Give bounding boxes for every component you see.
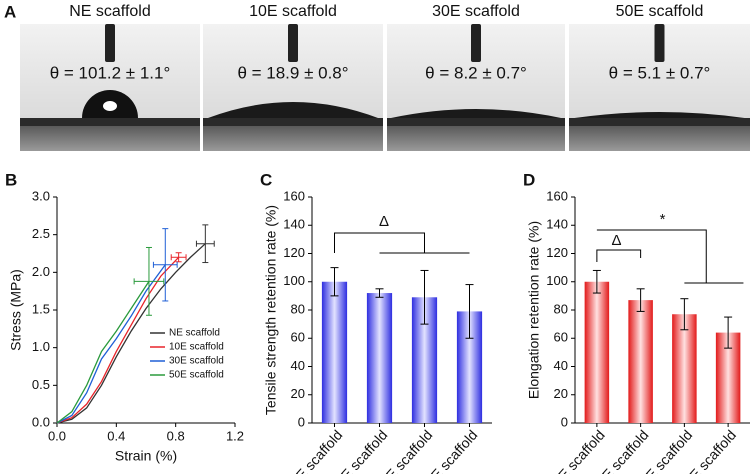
- y-tick-label: 20: [554, 386, 568, 401]
- contact-angle: θ = 5.1 ± 0.7°: [609, 63, 711, 82]
- bracket: [334, 232, 425, 253]
- substrate-base: [569, 126, 750, 151]
- substrate: [20, 118, 200, 126]
- y-tick-label: 120: [546, 245, 568, 260]
- annotation: Δ: [379, 213, 389, 230]
- bar: [366, 293, 393, 423]
- x-tick-label: 0.4: [107, 428, 125, 443]
- y-tick-label: 3.0: [32, 188, 50, 203]
- y-tick-label: 0: [561, 414, 568, 429]
- x-tick-label: 0.0: [48, 428, 66, 443]
- y-axis-label: Elongation retention rate (%): [526, 221, 542, 399]
- annotation: Δ: [612, 232, 622, 249]
- bar: [321, 281, 348, 423]
- y-tick-label: 60: [291, 330, 305, 345]
- needle: [654, 24, 665, 62]
- y-tick-label: 0.0: [32, 414, 50, 429]
- image-title: NE scaffold: [69, 3, 151, 20]
- image-title: 30E scaffold: [432, 3, 520, 20]
- needle: [471, 24, 481, 62]
- legend-label: 30E scaffold: [169, 356, 224, 367]
- y-tick-label: 80: [291, 301, 305, 316]
- highlight: [103, 101, 117, 111]
- substrate: [569, 118, 750, 126]
- substrate-base: [203, 126, 383, 151]
- droplet: [208, 102, 378, 118]
- contact-angle: θ = 8.2 ± 0.7°: [425, 63, 527, 82]
- y-tick-label: 0: [298, 414, 305, 429]
- bracket: [596, 249, 642, 262]
- y-tick-label: 160: [546, 188, 568, 203]
- x-tick-label: 0.8: [167, 428, 185, 443]
- legend-label: 10E scaffold: [169, 342, 224, 353]
- y-tick-label: 2.5: [32, 226, 50, 241]
- legend-label: NE scaffold: [169, 328, 220, 339]
- contact-angle: θ = 101.2 ± 1.1°: [50, 63, 171, 82]
- substrate-base: [20, 126, 200, 151]
- y-axis-label: Tensile strength retention rate (%): [263, 205, 279, 415]
- legend-label: 50E scaffold: [169, 370, 224, 381]
- y-tick-label: 0.5: [32, 377, 50, 392]
- curve: [56, 281, 150, 424]
- y-tick-label: 1.5: [32, 301, 50, 316]
- y-tick-label: 1.0: [32, 339, 50, 354]
- x-tick-label: 1.2: [226, 428, 244, 443]
- droplet: [391, 109, 561, 118]
- curve: [56, 264, 166, 424]
- needle: [288, 24, 298, 62]
- panel-label: B: [5, 170, 17, 189]
- y-tick-label: 2.0: [32, 264, 50, 279]
- y-tick-label: 100: [546, 273, 568, 288]
- x-tick-label: NE scaffold: [286, 427, 346, 474]
- panel-label: D: [523, 170, 535, 189]
- bar: [672, 314, 697, 423]
- image-title: 10E scaffold: [249, 3, 337, 20]
- bar: [628, 300, 653, 423]
- y-tick-label: 140: [546, 217, 568, 232]
- y-tick-label: 20: [291, 386, 305, 401]
- x-tick-label: NE scaffold: [548, 427, 608, 474]
- x-axis-label: Strain (%): [115, 448, 177, 464]
- y-tick-label: 80: [554, 301, 568, 316]
- substrate: [203, 118, 383, 126]
- substrate: [387, 118, 565, 126]
- contact-angle: θ = 18.9 ± 0.8°: [237, 63, 348, 82]
- y-tick-label: 160: [283, 188, 305, 203]
- droplet: [574, 112, 745, 118]
- panel-label: A: [4, 2, 16, 21]
- y-tick-label: 60: [554, 330, 568, 345]
- y-tick-label: 40: [554, 358, 568, 373]
- bar: [584, 281, 610, 423]
- y-tick-label: 40: [291, 358, 305, 373]
- needle: [105, 24, 115, 62]
- curve: [56, 256, 180, 424]
- bracket: [596, 229, 707, 283]
- y-axis-label: Stress (MPa): [8, 269, 24, 351]
- image-title: 50E scaffold: [616, 3, 704, 20]
- annotation: *: [660, 211, 666, 228]
- panel-label: C: [260, 170, 272, 189]
- y-tick-label: 140: [283, 217, 305, 232]
- y-tick-label: 100: [283, 273, 305, 288]
- substrate-base: [387, 126, 565, 151]
- curve: [56, 243, 206, 424]
- y-tick-label: 120: [283, 245, 305, 260]
